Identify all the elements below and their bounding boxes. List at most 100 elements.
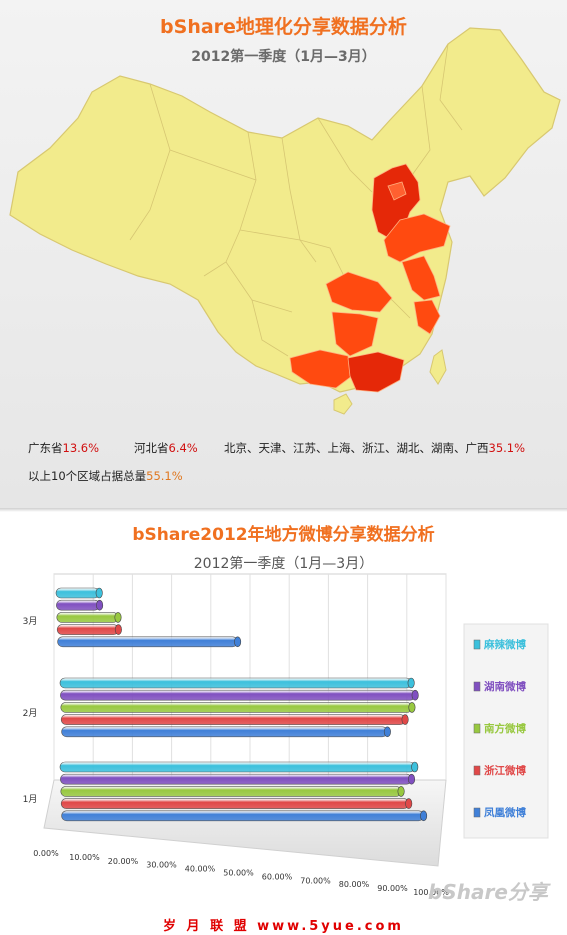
province-borders xyxy=(129,43,463,357)
bar-cap xyxy=(408,702,416,713)
legend-label: 麻辣微博 xyxy=(483,638,526,651)
stat-hebei-value: 6.4% xyxy=(168,441,198,455)
bar-body xyxy=(60,689,416,701)
taiwan-island xyxy=(429,349,447,385)
x-tick-label: 10.00% xyxy=(69,853,100,862)
brand-watermark: bShare分享 xyxy=(428,880,548,904)
legend-swatch xyxy=(473,723,481,734)
legend-swatch xyxy=(473,639,481,650)
region-hebei xyxy=(371,163,421,241)
chart-gridlines xyxy=(53,574,447,780)
x-tick-label: 80.00% xyxy=(339,880,370,889)
x-tick-label: 60.00% xyxy=(262,872,293,881)
bar-麻辣微博 xyxy=(59,761,419,773)
bar-浙江微博 xyxy=(60,714,409,725)
bar-body xyxy=(56,612,119,623)
stat-summary: 以上10个区域占据总量55.1% xyxy=(28,468,183,484)
legend-label: 浙江微博 xyxy=(484,764,526,777)
bar-麻辣微博 xyxy=(59,677,415,689)
x-tick-label: 40.00% xyxy=(185,865,216,874)
region-jiangsu xyxy=(401,255,441,301)
x-tick-label: 70.00% xyxy=(300,876,331,885)
x-tick-label: 0.00% xyxy=(33,849,59,858)
category-label: 1月 xyxy=(23,794,38,805)
bar-body xyxy=(59,761,416,773)
bar-cap xyxy=(411,689,419,701)
bar-cap xyxy=(397,786,405,797)
legend-swatch xyxy=(473,681,481,692)
region-hunan xyxy=(331,311,379,357)
stat-others-value: 35.1% xyxy=(488,441,526,455)
chart-subtitle: 2012第一季度（1月—3月） xyxy=(193,556,374,572)
stat-summary-label: 以上10个区域占据总量 xyxy=(28,469,147,483)
bar-南方微博 xyxy=(56,612,122,623)
chart-bars xyxy=(55,587,428,822)
stat-summary-value: 55.1% xyxy=(146,469,183,483)
bar-body xyxy=(61,810,424,822)
bar-body xyxy=(60,714,406,725)
hainan-island xyxy=(333,393,353,415)
x-tick-label: 100.00% xyxy=(413,888,449,897)
bar-麻辣微博 xyxy=(55,587,103,599)
x-tick-label: 30.00% xyxy=(146,861,177,870)
chart-tick-labels: 0.00% 10.00% 20.00% 30.00% 40.00% 50.00% 60.00… xyxy=(33,849,449,897)
stat-hebei-label: 河北省 xyxy=(134,441,169,455)
bar-body xyxy=(60,798,410,809)
bar-cap xyxy=(408,773,416,785)
bar-cap xyxy=(114,624,122,635)
bar-body xyxy=(57,636,238,648)
bar-body xyxy=(55,587,100,599)
bar-凤凰微博 xyxy=(61,810,428,822)
bar-湖南微博 xyxy=(56,599,104,611)
bar-cap xyxy=(411,761,419,773)
x-tick-label: 20.00% xyxy=(108,857,139,866)
x-tick-label: 50.00% xyxy=(223,869,254,878)
bar-body xyxy=(60,786,402,797)
bar-body xyxy=(60,702,413,713)
stat-others: 北京、天津、江苏、上海、浙江、湖北、湖南、广西35.1% xyxy=(224,440,525,456)
bar-浙江微博 xyxy=(60,798,413,809)
bar-body xyxy=(56,624,119,635)
legend-swatch xyxy=(473,765,481,776)
bar-湖南微博 xyxy=(60,773,416,785)
bar-cap xyxy=(95,587,103,599)
panel-divider xyxy=(0,508,567,512)
region-zhejiang xyxy=(413,299,441,335)
category-label: 3月 xyxy=(23,616,38,627)
stat-others-label: 北京、天津、江苏、上海、浙江、湖北、湖南、广西 xyxy=(224,441,489,455)
bar-cap xyxy=(405,798,413,809)
stat-guangdong: 广东省13.6% xyxy=(28,440,99,456)
legend-label: 凤凰微博 xyxy=(484,806,526,819)
bar-body xyxy=(61,726,388,738)
bar-凤凰微博 xyxy=(61,726,391,738)
bar-cap xyxy=(401,714,409,725)
region-guangdong xyxy=(347,351,405,393)
stat-hebei: 河北省6.4% xyxy=(134,440,198,456)
map-land xyxy=(9,27,561,393)
china-map xyxy=(9,27,561,415)
bar-chart: 3月 2月 1月 0.00% 10.00% 20.00% 30.00% 40.00% 50.0… xyxy=(23,573,549,897)
bar-浙江微博 xyxy=(56,624,122,635)
bar-凤凰微博 xyxy=(57,636,242,648)
legend-label: 湖南微博 xyxy=(484,680,526,693)
stat-guangdong-value: 13.6% xyxy=(62,441,100,455)
region-shandong xyxy=(383,213,451,263)
map-panel: bShare地理化分享数据分析 2012第一季度（1月—3月） xyxy=(0,0,567,508)
legend-label: 南方微博 xyxy=(484,722,526,735)
bar-cap xyxy=(114,612,122,623)
bar-body xyxy=(56,599,100,611)
bar-cap xyxy=(420,810,428,822)
legend-swatch xyxy=(473,807,481,818)
stat-guangdong-label: 广东省 xyxy=(28,441,63,455)
bar-cap xyxy=(96,599,104,611)
category-label: 2月 xyxy=(23,708,38,719)
chart-category-labels: 3月 2月 1月 xyxy=(23,616,38,805)
bar-body xyxy=(60,773,412,785)
footer-text: 岁 月 联 盟 www.5yue.com xyxy=(163,919,404,934)
map-subtitle: 2012第一季度（1月—3月） xyxy=(191,49,376,65)
bar-cap xyxy=(407,677,415,689)
chart-title: bShare2012年地方微博分享数据分析 xyxy=(132,525,435,545)
map-title: bShare地理化分享数据分析 xyxy=(160,16,407,38)
bar-湖南微博 xyxy=(60,689,419,701)
